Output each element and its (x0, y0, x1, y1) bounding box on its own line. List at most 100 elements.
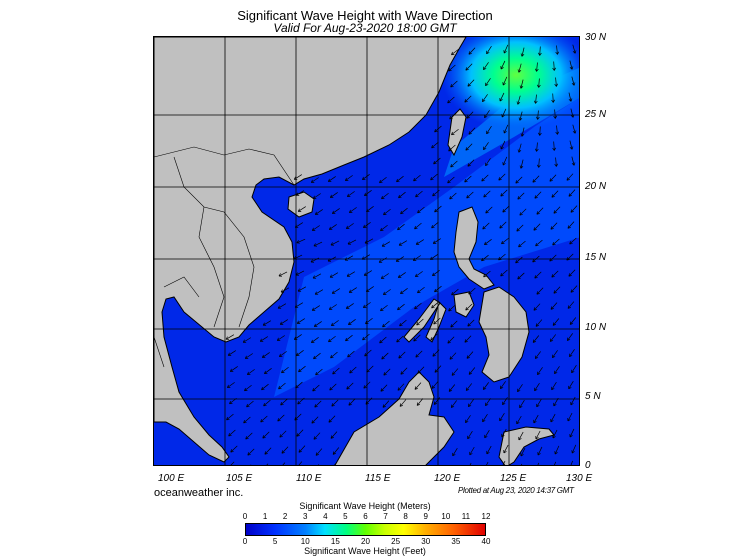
wave-arrow (464, 175, 472, 183)
wave-arrow (517, 95, 521, 105)
wave-arrow (464, 335, 472, 343)
wave-arrow-head (517, 196, 521, 200)
wave-arrow (538, 78, 540, 88)
wave-arrow-head (331, 210, 336, 214)
wave-arrow (366, 206, 374, 212)
wave-arrow-head (298, 449, 302, 453)
sea-band-mid (274, 98, 579, 397)
wave-arrow (348, 319, 356, 325)
wave-arrow-head (572, 50, 577, 54)
colorbar-feet-tick: 10 (300, 537, 310, 546)
wave-arrow (570, 285, 578, 293)
wave-arrow (314, 400, 322, 408)
wave-arrow-head (552, 67, 556, 71)
wave-arrow (465, 143, 473, 151)
wave-arrow (328, 415, 336, 423)
lon-label-120e: 120 E (434, 473, 461, 484)
wave-arrow (568, 269, 576, 277)
wave-arrow-head (500, 146, 504, 150)
wave-arrow (486, 126, 492, 134)
wave-arrow (298, 365, 306, 373)
colorbar-meters-tick: 1 (262, 512, 268, 521)
wave-arrow (520, 159, 524, 169)
wave-arrow (569, 237, 577, 245)
land-hainan (287, 191, 315, 218)
wave-arrow-head (535, 116, 540, 120)
wave-arrow-head (400, 290, 404, 295)
wave-arrow (264, 368, 272, 374)
wave-arrow (467, 319, 475, 327)
wave-arrow-head (315, 371, 319, 376)
wave-arrow (295, 222, 303, 228)
wave-arrow (553, 206, 561, 214)
map-canvas (154, 37, 579, 465)
wave-arrow-head (571, 162, 576, 166)
wave-arrow-head (534, 387, 538, 392)
wave-arrow-head (537, 452, 541, 456)
wave-arrow-head (554, 370, 558, 375)
wave-arrow-head (570, 401, 574, 406)
wave-arrow (500, 140, 506, 150)
wave-arrow-head (554, 451, 558, 455)
wave-arrow (329, 272, 339, 278)
wave-arrow-head (417, 289, 421, 294)
wave-arrow-head (448, 388, 453, 392)
wave-arrow-head (502, 209, 506, 213)
wave-arrow (551, 190, 559, 198)
wave-arrow-head (516, 101, 521, 105)
wave-arrow (567, 333, 573, 341)
wave-arrow-head (397, 387, 401, 391)
wave-arrow (569, 60, 573, 70)
wave-arrow-head (379, 179, 383, 184)
wave-arrow-head (332, 371, 336, 375)
colorbar-meters-tick: 2 (282, 512, 288, 521)
wave-arrow-head (345, 177, 349, 181)
wave-arrow (434, 365, 442, 373)
wave-arrow (554, 366, 560, 374)
wave-arrow (483, 382, 489, 390)
wave-arrow (502, 156, 508, 166)
wave-arrow (294, 413, 302, 421)
wave-arrow-head (537, 371, 541, 376)
wave-arrow (313, 432, 321, 440)
wave-arrow-head (279, 353, 283, 357)
wave-arrow (500, 189, 508, 197)
wave-arrow (346, 223, 354, 229)
wave-arrow (281, 446, 289, 454)
lon-label-105e: 105 E (226, 473, 253, 484)
wave-arrow-head (499, 417, 503, 422)
wave-arrow-head (261, 354, 266, 358)
wave-arrow-head (432, 240, 437, 244)
wave-arrow (483, 142, 489, 150)
wave-arrow (447, 176, 455, 184)
wave-arrow-head (430, 337, 434, 341)
wave-arrow (381, 241, 391, 247)
wave-arrow (330, 351, 338, 359)
wave-arrow-head (415, 241, 420, 245)
wave-arrow-head (533, 419, 537, 424)
wave-arrow-head (328, 306, 333, 310)
colorbar-feet-tick: 15 (330, 537, 340, 546)
wave-arrow (349, 366, 357, 374)
wave-arrow-head (532, 259, 536, 263)
wave-arrow (554, 445, 560, 455)
wave-arrow (433, 157, 441, 165)
wave-arrow (554, 461, 557, 465)
wave-arrow (278, 271, 288, 277)
wave-arrow (552, 93, 554, 103)
wave-arrow-head (330, 242, 334, 246)
wave-arrow-head (433, 401, 438, 405)
wave-arrow-head (501, 114, 505, 118)
wave-arrow-head (259, 338, 264, 342)
wave-arrow-head (364, 240, 369, 244)
wave-arrow-head (450, 404, 455, 408)
wave-arrow-head (312, 388, 316, 392)
wave-arrow-head (293, 256, 297, 260)
wave-arrow (227, 382, 235, 388)
wave-arrow (242, 337, 252, 343)
wave-arrow-head (517, 388, 521, 393)
wave-arrow-head (535, 435, 539, 440)
wave-arrow (347, 350, 355, 358)
wave-arrow-head (329, 194, 334, 198)
wave-arrow (483, 190, 491, 198)
